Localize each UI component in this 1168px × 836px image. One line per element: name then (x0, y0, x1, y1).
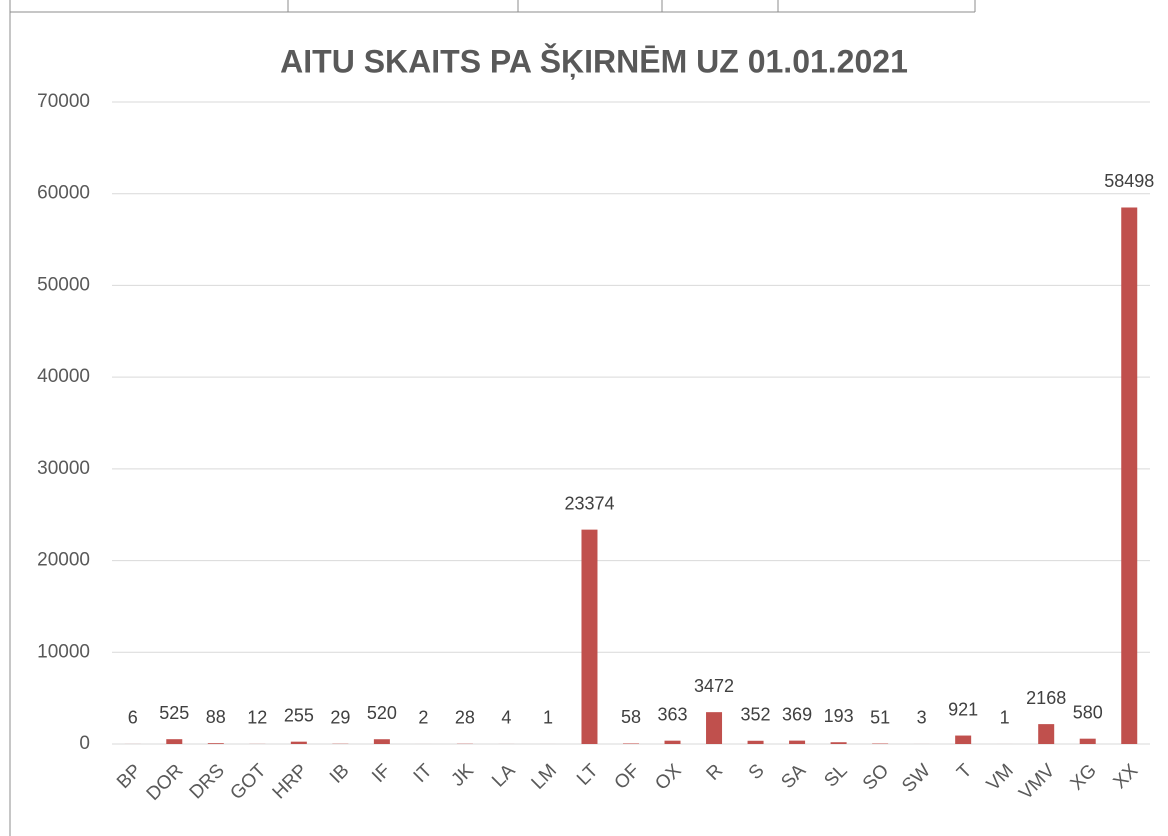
x-tick-label: SL (820, 760, 851, 791)
x-tick-label: LM (528, 760, 562, 794)
x-tick-label: S (745, 760, 769, 784)
x-tick-label: SA (777, 760, 810, 793)
bar (623, 743, 639, 744)
x-tick-label: GOT (226, 760, 270, 804)
x-tick-label: JK (447, 760, 478, 791)
x-tick-label: LT (573, 760, 603, 790)
bar (290, 741, 307, 744)
y-tick-label: 70000 (37, 91, 90, 112)
data-label: 88 (206, 707, 226, 727)
y-tick-label: 60000 (37, 183, 90, 204)
data-label: 520 (367, 703, 397, 723)
data-label: 369 (782, 704, 812, 724)
x-tick-label: VM (983, 760, 1018, 795)
data-label: 29 (330, 707, 350, 727)
y-tick-label: 50000 (37, 274, 90, 295)
data-label: 1 (543, 708, 553, 728)
bar (581, 529, 598, 744)
bar (955, 735, 972, 744)
bar (830, 742, 847, 744)
data-label: 1 (1000, 708, 1010, 728)
x-tick-label: LA (488, 760, 520, 792)
data-label: 28 (455, 707, 475, 727)
x-tick-label: SO (859, 760, 893, 794)
chart-title: AITU SKAITS PA ŠĶIRNĒM UZ 01.01.2021 (280, 43, 908, 79)
data-label: 352 (741, 705, 771, 725)
data-label: 3472 (694, 676, 734, 696)
x-tick-label: OX (651, 760, 685, 794)
x-tick-label: IF (368, 760, 395, 787)
bar (747, 740, 764, 744)
data-label: 4 (501, 708, 511, 728)
x-tick-label: XX (1110, 760, 1143, 793)
bar (789, 740, 806, 744)
data-label: 23374 (564, 493, 614, 513)
x-tick-label: BP (113, 760, 146, 793)
x-tick-label: SW (898, 760, 935, 797)
bar (1038, 724, 1055, 744)
data-label: 58498 (1104, 171, 1154, 191)
bar (664, 740, 681, 744)
sheet-cells (9, 0, 976, 836)
x-tick-label: DRS (186, 760, 229, 803)
y-tick-label: 0 (79, 733, 90, 754)
y-tick-label: 30000 (37, 458, 90, 479)
bar (1121, 207, 1138, 745)
data-label: 363 (657, 704, 687, 724)
data-label: 58 (621, 707, 641, 727)
bar (706, 712, 723, 744)
data-label: 193 (824, 706, 854, 726)
bar (207, 743, 224, 744)
data-label: 3 (917, 708, 927, 728)
data-label: 2 (418, 708, 428, 728)
data-label: 6 (128, 708, 138, 728)
x-tick-label: HRP (269, 760, 312, 803)
data-label: 525 (159, 703, 189, 723)
x-tick-label: OF (611, 760, 645, 794)
data-label: 51 (870, 707, 890, 727)
bar (373, 739, 390, 744)
x-tick-label: DOR (143, 760, 188, 805)
x-tick-label: XG (1067, 760, 1101, 794)
bar (1079, 738, 1096, 744)
x-tick-label: IT (410, 760, 437, 787)
bar (166, 739, 183, 744)
data-label: 2168 (1026, 688, 1066, 708)
y-tick-label: 10000 (37, 641, 90, 662)
x-tick-label: R (703, 760, 728, 785)
data-label: 580 (1073, 702, 1103, 722)
x-tick-label: T (953, 760, 976, 783)
y-tick-label: 20000 (37, 550, 90, 571)
x-tick-label: IB (326, 760, 354, 788)
y-tick-label: 40000 (37, 366, 90, 387)
data-label: 921 (948, 699, 978, 719)
data-label: 12 (247, 708, 267, 728)
x-tick-label: VMV (1015, 760, 1059, 804)
data-label: 255 (284, 705, 314, 725)
